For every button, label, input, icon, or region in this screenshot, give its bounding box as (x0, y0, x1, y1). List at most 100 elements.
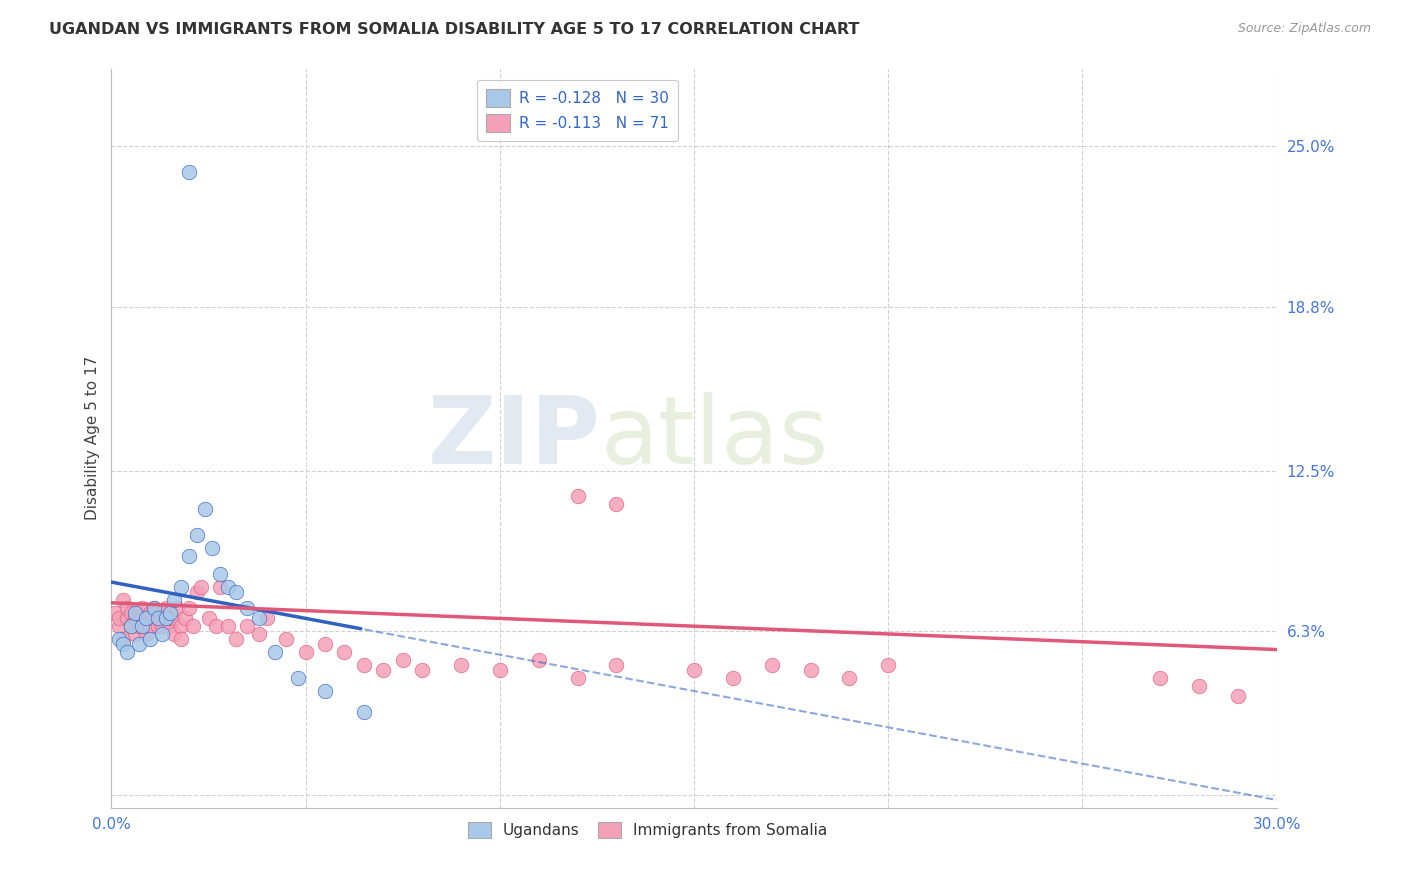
Point (225, 632, 247, 647)
Point (124, 611, 146, 625)
Point (155, 611, 177, 625)
Y-axis label: Disability Age 5 to 17: Disability Age 5 to 17 (86, 356, 100, 520)
Point (162, 611, 184, 625)
Point (150, 606, 173, 620)
Point (108, 611, 131, 625)
Point (236, 619, 259, 633)
Point (143, 611, 166, 625)
Point (1188, 679, 1211, 693)
Point (683, 663, 706, 677)
Point (373, 663, 395, 677)
Point (139, 632, 162, 647)
Point (225, 585, 247, 599)
Point (391, 653, 413, 667)
Point (177, 601, 200, 615)
Point (128, 606, 150, 620)
Point (124, 627, 146, 641)
Point (120, 606, 142, 620)
Point (1149, 671, 1171, 685)
Point (112, 593, 135, 607)
Point (155, 611, 177, 625)
Point (135, 611, 157, 625)
Point (1226, 690, 1249, 704)
Point (112, 632, 135, 647)
Point (162, 593, 184, 607)
Point (135, 611, 157, 625)
Point (104, 606, 127, 620)
Point (177, 549, 200, 563)
Point (294, 645, 316, 659)
Point (155, 601, 177, 615)
Point (256, 611, 278, 625)
Point (186, 585, 208, 599)
Point (170, 619, 193, 633)
Point (217, 619, 239, 633)
Point (174, 611, 197, 625)
Point (353, 705, 375, 719)
Point (143, 601, 166, 615)
Point (166, 601, 188, 615)
Point (197, 611, 219, 625)
Text: ZIP: ZIP (427, 392, 600, 484)
Point (120, 619, 142, 633)
Text: UGANDAN VS IMMIGRANTS FROM SOMALIA DISABILITY AGE 5 TO 17 CORRELATION CHART: UGANDAN VS IMMIGRANTS FROM SOMALIA DISAB… (49, 22, 859, 37)
Point (209, 567, 232, 582)
Point (800, 663, 823, 677)
Point (139, 619, 162, 633)
Point (120, 619, 142, 633)
Point (209, 580, 232, 594)
Point (194, 502, 217, 516)
Point (450, 658, 472, 673)
Point (353, 658, 375, 673)
Point (108, 632, 131, 647)
Point (201, 541, 224, 556)
Point (605, 497, 627, 511)
Point (838, 671, 860, 685)
Point (761, 658, 783, 673)
Point (115, 601, 138, 615)
Point (159, 606, 181, 620)
Point (108, 619, 131, 633)
Point (139, 606, 162, 620)
Point (124, 606, 146, 620)
Point (567, 671, 589, 685)
Point (159, 619, 181, 633)
Point (146, 611, 169, 625)
Point (170, 632, 193, 647)
Point (150, 619, 173, 633)
Point (128, 637, 150, 651)
Point (159, 611, 181, 625)
Point (333, 645, 356, 659)
Point (131, 611, 153, 625)
Point (186, 528, 208, 542)
Point (131, 601, 153, 615)
Point (177, 165, 200, 179)
Point (236, 601, 259, 615)
Point (276, 632, 298, 647)
Point (247, 627, 270, 641)
Point (131, 619, 153, 633)
Point (527, 653, 550, 667)
Point (287, 671, 309, 685)
Point (190, 580, 212, 594)
Point (150, 627, 173, 641)
Text: atlas: atlas (600, 392, 830, 484)
Point (115, 645, 138, 659)
Point (314, 684, 336, 698)
Point (411, 663, 433, 677)
Point (115, 611, 138, 625)
Point (877, 658, 900, 673)
Point (135, 627, 157, 641)
Point (146, 611, 169, 625)
Point (247, 611, 270, 625)
Point (567, 490, 589, 504)
Point (146, 619, 169, 633)
Point (128, 619, 150, 633)
Point (181, 619, 204, 633)
Point (488, 663, 510, 677)
Point (721, 671, 744, 685)
Legend: Ugandans, Immigrants from Somalia: Ugandans, Immigrants from Somalia (461, 815, 834, 845)
Point (263, 645, 285, 659)
Point (112, 637, 135, 651)
Point (314, 637, 336, 651)
